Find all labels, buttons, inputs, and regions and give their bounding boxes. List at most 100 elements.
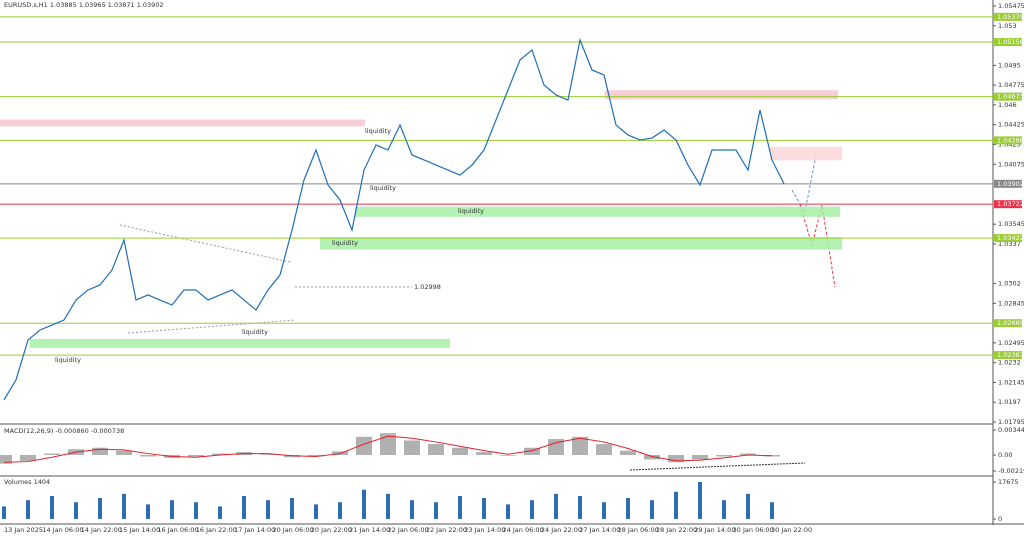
x-tick-label: 30 Jan 22:00 [771, 526, 812, 534]
zone [320, 237, 842, 250]
macd-bar [140, 455, 156, 457]
volume-bar [242, 495, 246, 519]
level-tag [994, 351, 1022, 360]
x-tick-label: 17 Jan 14:00 [234, 526, 275, 534]
y-tick-label: 0.00 [998, 451, 1012, 459]
signal-line [3, 435, 773, 463]
y-tick-label: 1.04775 [998, 81, 1024, 89]
trend-sketch [119, 224, 291, 263]
volume-bar [722, 500, 726, 519]
volume-bar [746, 493, 750, 519]
volume-bar [50, 495, 54, 519]
volume-bar [290, 498, 294, 519]
macd-bar [548, 439, 564, 456]
volume-bar [410, 500, 414, 519]
volume-bar [338, 502, 342, 519]
volume-bar [170, 500, 174, 519]
volume-bar [218, 506, 222, 519]
macd-bar [644, 455, 660, 460]
chart-title: EURUSD.s,H1 1.03885 1.03965 1.03871 1.03… [4, 1, 164, 9]
x-tick-label: 21 Jan 14:00 [349, 526, 390, 534]
macd-bar [740, 453, 756, 456]
x-tick-label: 22 Jan 22:00 [426, 526, 467, 534]
x-tick-label: 20 Jan 06:00 [272, 526, 313, 534]
x-tick-label: 16 Jan 06:00 [157, 526, 198, 534]
y-tick-label: 1.053 [998, 22, 1017, 30]
volume-bar [98, 498, 102, 519]
macd-bar [572, 436, 588, 456]
volume-bar [674, 491, 678, 519]
volume-bar [626, 498, 630, 519]
volume-bar [458, 495, 462, 519]
marker-label: 1.02998 [414, 283, 441, 291]
annotation: liquidity [365, 127, 391, 135]
annotation: liquidity [55, 356, 81, 364]
macd-bar [356, 436, 372, 456]
volume-bar [2, 506, 6, 519]
volume-bar [362, 489, 366, 519]
divergence-line [629, 462, 806, 471]
volume-bar [146, 504, 150, 519]
y-tick-label: 1.0197 [998, 398, 1021, 406]
y-tick-label: 1.04075 [998, 160, 1024, 168]
level-tag [994, 179, 1022, 188]
x-tick-label: 24 Jan 22:00 [541, 526, 582, 534]
y-tick-label: 1.02145 [998, 378, 1024, 386]
macd-bar [668, 455, 684, 463]
macd-bar [596, 444, 612, 456]
macd-bar [92, 447, 108, 456]
macd-bar [116, 450, 132, 456]
macd-bar [188, 455, 204, 457]
volume-title: Volumes 1404 [4, 478, 50, 486]
level-label: 1.03722 [997, 200, 1024, 208]
volume-bar [266, 500, 270, 519]
zone [355, 206, 840, 217]
volume-bar [506, 504, 510, 519]
x-tick-label: 24 Jan 06:00 [503, 526, 544, 534]
volume-bar [386, 493, 390, 519]
level-label: 1.02669 [997, 319, 1024, 327]
macd-bar [0, 455, 12, 464]
y-tick-label: 1.0232 [998, 359, 1021, 367]
level-tag [994, 319, 1022, 328]
x-tick-label: 27 Jan 14:00 [579, 526, 620, 534]
x-tick-label: 22 Jan 06:00 [388, 526, 429, 534]
x-tick-label: 20 Jan 22:00 [311, 526, 352, 534]
volume-bar [530, 500, 534, 519]
y-tick-label: 1.01795 [998, 418, 1024, 426]
volume-bar [554, 493, 558, 519]
macd-bar [476, 452, 492, 456]
level-tag [994, 92, 1022, 101]
level-tag [994, 200, 1022, 209]
macd-bar [404, 440, 420, 456]
annotation: liquidity [332, 239, 358, 247]
y-tick-label: 17675 [998, 478, 1019, 486]
x-tick-label: 13 Jan 2025 [4, 526, 43, 534]
macd-bar [500, 455, 516, 456]
x-tick-label: 23 Jan 14:00 [464, 526, 505, 534]
macd-bar [524, 447, 540, 456]
y-tick-label: 1.046 [998, 101, 1017, 109]
level-tag [994, 38, 1022, 47]
y-tick-label: 1.05475 [998, 2, 1024, 10]
y-tick-label: 1.0337 [998, 240, 1021, 248]
macd-bar [44, 453, 60, 456]
level-label: 1.05156 [997, 38, 1024, 46]
volume-bar [26, 500, 30, 519]
macd-bar [212, 453, 228, 456]
level-label: 1.02387 [997, 351, 1024, 359]
annotation: liquidity [370, 184, 396, 192]
macd-bar [20, 455, 36, 461]
x-tick-label: 14 Jan 06:00 [42, 526, 83, 534]
y-tick-label: 1.02495 [998, 339, 1024, 347]
x-tick-label: 30 Jan 06:00 [733, 526, 774, 534]
level-tag [994, 234, 1022, 243]
y-tick-label: 1.03545 [998, 220, 1024, 228]
macd-bar [692, 455, 708, 460]
y-tick-label: 1.0495 [998, 61, 1021, 69]
y-tick-label: 1.04425 [998, 121, 1024, 129]
y-tick-label: 1.0302 [998, 280, 1021, 288]
volume-bar [698, 482, 702, 519]
